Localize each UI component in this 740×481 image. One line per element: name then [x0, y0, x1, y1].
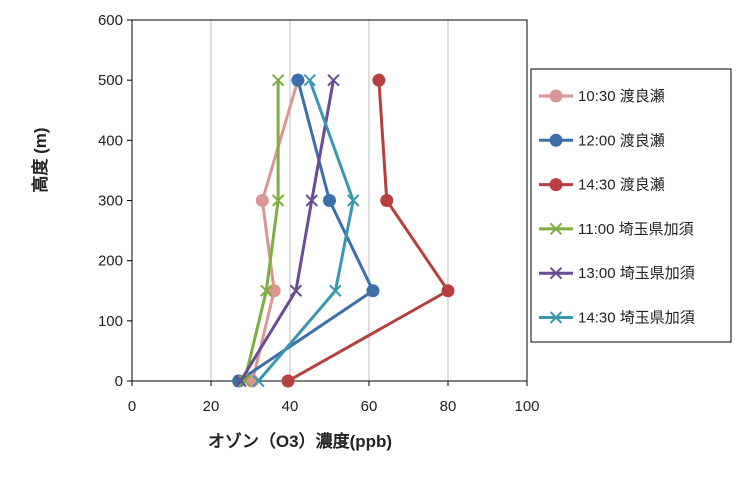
data-point-3-1	[281, 374, 295, 388]
y-tick-label-200: 200	[98, 253, 123, 270]
legend-box	[530, 68, 732, 343]
legend-item-3: 14:30 渡良瀬	[539, 177, 665, 194]
data-point-2-2	[366, 284, 380, 298]
legend-marker-2	[549, 133, 563, 147]
legend-marker-1	[549, 89, 563, 103]
series-5	[234, 73, 340, 388]
y-axis: 0 100 200 300 400 500 600	[98, 12, 132, 390]
legend-label-3: 14:30 渡良瀬	[578, 177, 665, 194]
data-point-6-4	[303, 73, 316, 87]
x-tick-label-20: 20	[203, 398, 220, 415]
data-point-5-3	[305, 194, 318, 207]
data-point-6-1	[252, 374, 265, 388]
y-tick-label-100: 100	[98, 313, 123, 330]
data-point-5-4	[327, 73, 340, 87]
x-tick-label-80: 80	[440, 398, 457, 415]
data-point-6-3	[346, 194, 360, 207]
data-point-2-4	[291, 73, 305, 87]
x-tick-label-60: 60	[361, 398, 378, 415]
data-point-3-2	[441, 284, 455, 298]
x-axis: 0 20 40 60 80 100	[128, 381, 540, 415]
data-point-5-1	[234, 374, 247, 388]
data-point-2-3	[323, 194, 336, 207]
legend-item-6: 14:30 埼玉県加須	[539, 310, 695, 327]
legend-label-2: 12:00 渡良瀬	[578, 132, 665, 149]
series-group	[232, 73, 455, 388]
legend-item-5: 13:00 埼玉県加須	[539, 265, 695, 282]
y-tick-label-400: 400	[98, 132, 123, 149]
series-2	[232, 73, 380, 388]
legend-marker-4	[549, 222, 563, 236]
data-point-3-4	[372, 73, 386, 87]
series-line-5	[239, 79, 335, 382]
legend-marker-5	[549, 266, 563, 280]
legend-marker-3	[549, 178, 563, 192]
y-axis-title: 高度 (m)	[30, 127, 50, 192]
data-point-4-2	[260, 284, 273, 297]
y-tick-label-0: 0	[115, 373, 123, 390]
data-point-4-3	[271, 194, 285, 207]
series-3	[281, 73, 455, 388]
y-tick-label-500: 500	[98, 72, 123, 89]
legend-marker-6	[549, 311, 563, 324]
legend-item-1: 10:30 渡良瀬	[539, 88, 665, 105]
y-tick-label-600: 600	[98, 12, 123, 29]
x-tick-label-100: 100	[514, 398, 539, 415]
data-point-4-1	[238, 374, 251, 388]
legend-item-4: 11:00 埼玉県加須	[539, 221, 694, 238]
data-point-5-2	[289, 284, 303, 297]
y-tick-label-300: 300	[98, 193, 123, 210]
series-6	[252, 73, 360, 388]
x-axis-title: オゾン（O3）濃度(ppb)	[208, 431, 392, 451]
data-point-3-3	[380, 194, 394, 207]
data-point-1-3	[255, 194, 269, 207]
series-line-3	[287, 80, 450, 383]
legend-label-5: 13:00 埼玉県加須	[578, 265, 695, 282]
legend-label-1: 10:30 渡良瀬	[578, 88, 665, 105]
legend-item-2: 12:00 渡良瀬	[539, 132, 665, 149]
legend: 10:30 渡良瀬 12:00 渡良瀬 14:30 渡良瀬 11:00 埼玉県加須 13…	[530, 68, 732, 343]
legend-label-6: 14:30 埼玉県加須	[578, 310, 695, 327]
series-line-1	[251, 79, 300, 382]
data-point-6-2	[329, 284, 342, 297]
data-point-4-4	[271, 73, 285, 87]
series-line-4	[243, 80, 280, 382]
gridlines	[210, 20, 449, 381]
series-line-6	[257, 79, 355, 382]
series-line-2	[237, 79, 375, 383]
series-4	[238, 73, 285, 388]
x-tick-label-40: 40	[282, 398, 299, 415]
x-tick-label-0: 0	[128, 398, 136, 415]
legend-label-4: 11:00 埼玉県加須	[578, 221, 694, 238]
